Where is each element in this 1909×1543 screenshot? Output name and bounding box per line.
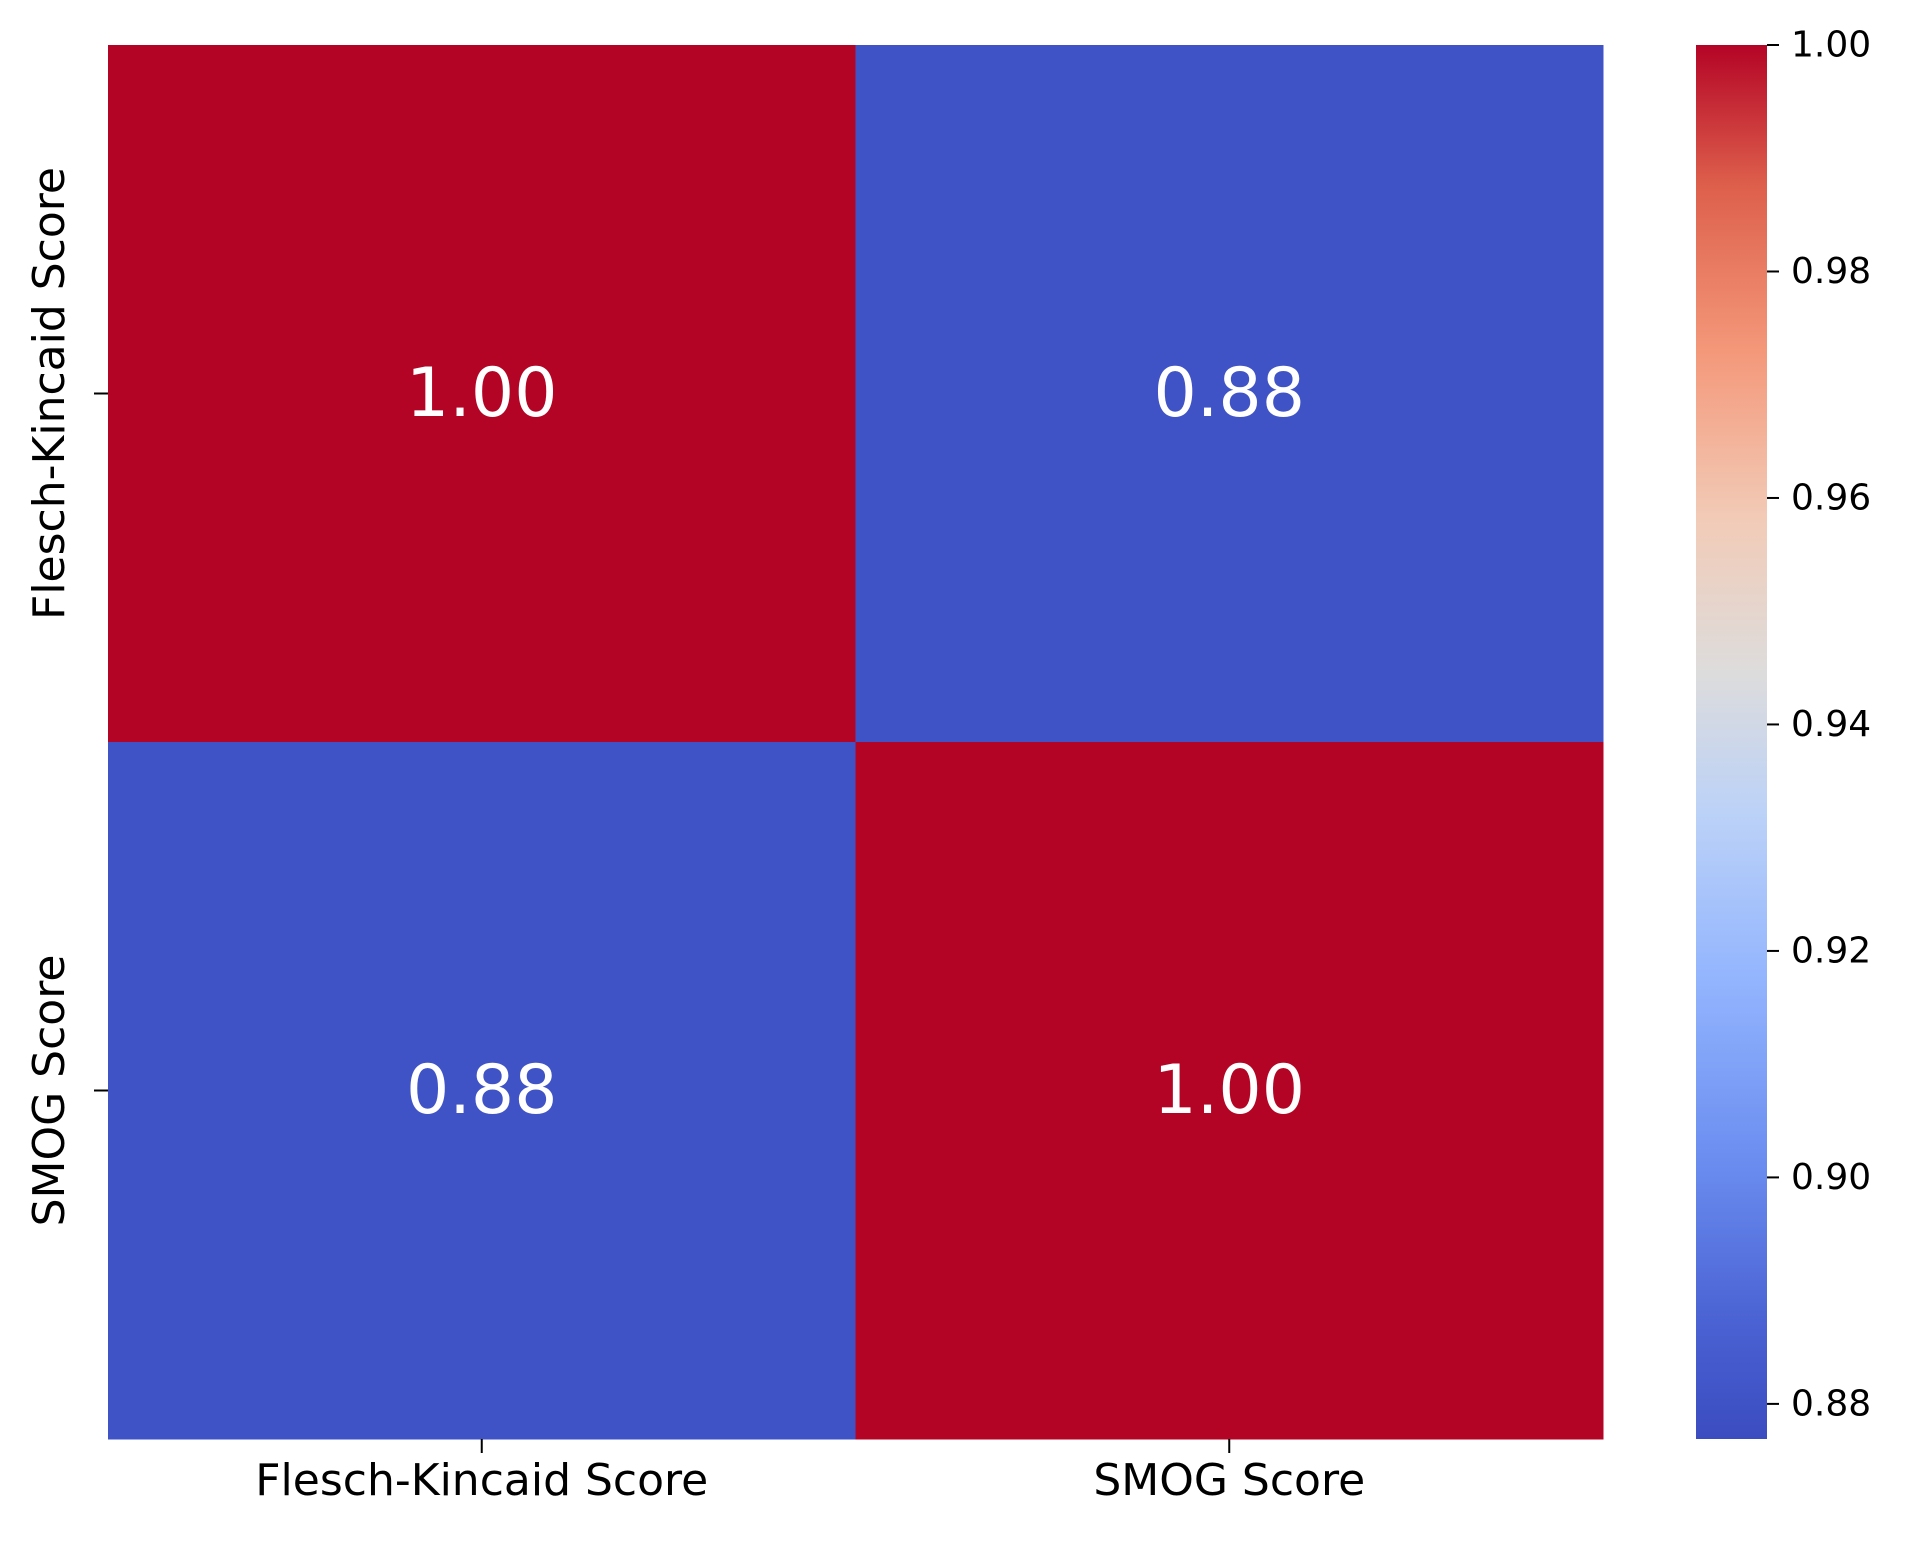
heatmap-cell-0-1 bbox=[855, 45, 1604, 743]
cell-annotations: 1.00 0.88 0.88 1.00 bbox=[406, 354, 1305, 1130]
cell-label-1-0: 0.88 bbox=[406, 1051, 557, 1130]
y-tick-label-flesch-kincaid-score: Flesch-Kincaid Score bbox=[24, 167, 75, 620]
x-axis: Flesch-Kincaid Score SMOG Score bbox=[255, 1439, 1365, 1506]
heatmap-cell-1-1 bbox=[855, 742, 1604, 1440]
colorbar-tick-label: 0.98 bbox=[1791, 251, 1871, 292]
y-tick-label-smog-score: SMOG Score bbox=[24, 955, 75, 1227]
colorbar-tick-label: 1.00 bbox=[1791, 25, 1871, 66]
y-axis: Flesch-Kincaid Score SMOG Score bbox=[24, 167, 108, 1226]
cell-label-0-1: 0.88 bbox=[1154, 354, 1305, 433]
cell-label-1-1: 1.00 bbox=[1154, 1051, 1305, 1130]
colorbar-tick-label: 0.90 bbox=[1791, 1157, 1871, 1198]
colorbar: 0.88 0.90 0.92 0.94 0.96 0.98 1.00 bbox=[1696, 25, 1871, 1439]
colorbar-tick-label: 0.96 bbox=[1791, 477, 1871, 518]
x-tick-label-smog-score: SMOG Score bbox=[1093, 1455, 1365, 1506]
heatmap-cell-0-0 bbox=[108, 45, 856, 743]
heatmap-cells bbox=[108, 45, 1604, 1440]
colorbar-gradient bbox=[1696, 45, 1767, 1439]
x-tick-label-flesch-kincaid-score: Flesch-Kincaid Score bbox=[255, 1455, 708, 1506]
colorbar-tick-label: 0.94 bbox=[1791, 704, 1871, 745]
cell-label-0-0: 1.00 bbox=[406, 354, 557, 433]
colorbar-tick-label: 0.88 bbox=[1791, 1383, 1871, 1424]
colorbar-tick-label: 0.92 bbox=[1791, 930, 1871, 971]
heatmap-cell-1-0 bbox=[108, 742, 856, 1440]
